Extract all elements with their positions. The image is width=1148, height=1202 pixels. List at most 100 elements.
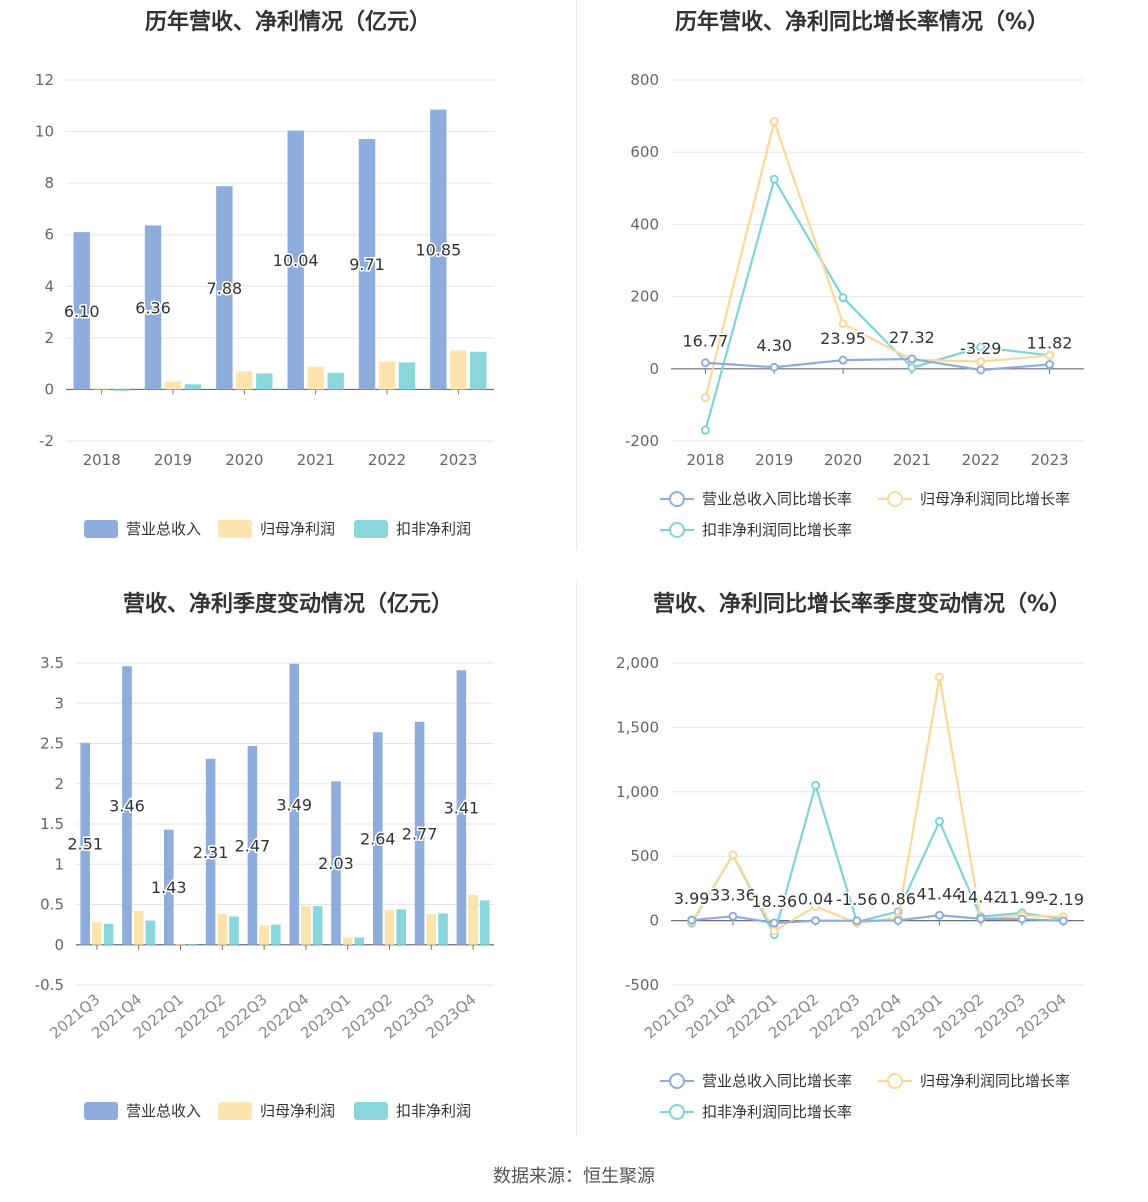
bar-revenue: [430, 109, 447, 390]
bar-nonrec-profit: [312, 906, 323, 945]
point-data-label: 23.95: [820, 329, 866, 348]
y-tick-label: 1.5: [40, 815, 64, 833]
x-tick-label: 2023: [1030, 451, 1068, 469]
legend-item[interactable]: 扣非净利润同比增长率: [660, 519, 852, 540]
bar-revenue: [456, 670, 467, 945]
bar-net-profit: [384, 910, 395, 945]
x-tick-label: 2019: [755, 451, 793, 469]
y-tick-label: 600: [630, 143, 659, 161]
legend-item[interactable]: 营业总收入: [84, 1100, 201, 1121]
y-tick-label: -2: [39, 432, 54, 450]
series-point: [728, 850, 738, 860]
bar-data-label: 1.43: [151, 878, 187, 897]
y-tick-label: 400: [630, 215, 659, 233]
annual-growth-rate-panel: 历年营收、净利同比增长率情况（%） -200 0 200 400 600 800 2018 2…: [576, 0, 1148, 560]
legend-label: 扣非净利润: [396, 1102, 472, 1120]
chart-title: 历年营收、净利情况（亿元）: [144, 10, 431, 35]
legend-swatch: [354, 1101, 388, 1120]
legend-item[interactable]: 归母净利润: [218, 1100, 335, 1121]
y-tick-label: 1,000: [616, 783, 659, 801]
legend-item[interactable]: 扣非净利润: [354, 518, 471, 539]
series-point: [934, 910, 944, 920]
y-tick-label: 12: [35, 71, 54, 89]
quarterly-growth-rate-chart: -50005001,0001,5002,0002021Q32021Q42022Q…: [616, 654, 1086, 1042]
series-point: [838, 355, 848, 365]
series-line-nonrec-profit: [704, 176, 1050, 431]
bar-nonrec-profit: [103, 923, 114, 945]
series-point: [1017, 914, 1027, 924]
point-data-label: 0.04: [798, 890, 834, 909]
y-tick-label: 4: [44, 277, 54, 295]
chart-title: 营收、净利同比增长率季度变动情况（%）: [652, 592, 1072, 617]
point-data-label: 4.30: [756, 336, 792, 355]
bar-data-label: 3.41: [444, 798, 480, 817]
bar-nonrec-profit: [113, 389, 130, 391]
y-tick-label: 2: [44, 329, 54, 347]
annual-growth-rate-chart: -200 0 200 400 600 800 2018 2019 2020 2021 2022 202…: [625, 71, 1084, 469]
series-point: [976, 914, 986, 924]
y-tick-label: 2,000: [616, 654, 659, 672]
legend-label: 扣非净利润同比增长率: [702, 1103, 853, 1121]
chart-title: 营收、净利季度变动情况（亿元）: [122, 592, 453, 617]
point-data-label: 33.36: [710, 885, 756, 904]
y-tick-label: 0: [54, 936, 64, 954]
x-tick-label: 2021: [893, 451, 931, 469]
bar-nonrec-profit: [396, 909, 407, 945]
legend-label: 扣非净利润同比增长率: [702, 521, 853, 539]
series-line-revenue: [705, 357, 1050, 372]
y-tick-label: 0.5: [40, 896, 64, 914]
legend-item[interactable]: 扣非净利润: [354, 1100, 471, 1121]
legend-swatch: [218, 519, 252, 538]
legend-label: 营业总收入同比增长率: [702, 490, 853, 508]
bar-net-profit: [426, 914, 437, 945]
quarterly-revenue-profit-chart: -0.500.511.522.533.52021Q32021Q42022Q120…: [35, 654, 494, 1042]
y-tick-label: 200: [630, 288, 659, 306]
series-point: [769, 362, 779, 372]
bar-revenue: [80, 742, 91, 945]
bar-data-label: 9.71: [349, 255, 385, 274]
series-point: [811, 916, 821, 926]
point-data-label: 18.36: [751, 892, 797, 911]
series-point: [838, 319, 848, 329]
y-tick-label: 1: [54, 855, 64, 873]
legend-item[interactable]: 归母净利润同比增长率: [878, 488, 1070, 509]
legend-item[interactable]: 营业总收入: [84, 518, 201, 539]
legend-item[interactable]: 扣非净利润同比增长率: [660, 1101, 852, 1122]
legend-item[interactable]: 营业总收入同比增长率: [660, 488, 852, 509]
series-point: [934, 672, 944, 682]
chart-title: 历年营收、净利同比增长率情况（%）: [674, 10, 1050, 35]
series-point: [1045, 350, 1055, 360]
legend-item[interactable]: 归母净利润: [218, 518, 335, 539]
bar-revenue: [205, 758, 216, 945]
y-tick-label: -0.5: [35, 976, 64, 994]
legend-swatch: [660, 490, 694, 508]
point-data-label: -3.29: [960, 339, 1001, 358]
bar-nonrec-profit: [145, 920, 156, 945]
bar-nonrec-profit: [354, 937, 365, 945]
bar-data-label: 3.49: [276, 795, 312, 814]
series-point: [976, 357, 986, 367]
series-point: [728, 911, 738, 921]
point-data-label: 3.99: [674, 889, 710, 908]
bar-data-label: 3.46: [109, 796, 145, 815]
point-data-label: -2.19: [1043, 890, 1084, 909]
legend-item[interactable]: 营业总收入同比增长率: [660, 1070, 852, 1091]
series-point: [838, 293, 848, 303]
series-point: [1058, 916, 1068, 926]
x-tick-label: 2018: [686, 451, 724, 469]
bar-net-profit: [164, 381, 182, 390]
bar-nonrec-profit: [327, 372, 344, 390]
bar-revenue: [414, 721, 425, 945]
bar-net-profit: [307, 366, 324, 390]
bar-nonrec-profit: [398, 362, 416, 390]
bar-revenue: [163, 829, 174, 945]
bar-net-profit: [93, 388, 110, 390]
bar-data-label: 2.64: [360, 829, 396, 848]
legend-item[interactable]: 归母净利润同比增长率: [878, 1070, 1070, 1091]
y-tick-label: 6: [44, 226, 54, 244]
bar-data-label: 2.31: [193, 843, 229, 862]
bar-nonrec-profit: [438, 913, 448, 945]
bar-data-label: 2.77: [402, 824, 438, 843]
series-line-nonrec-profit: [690, 781, 1064, 938]
bar-net-profit: [468, 894, 478, 945]
